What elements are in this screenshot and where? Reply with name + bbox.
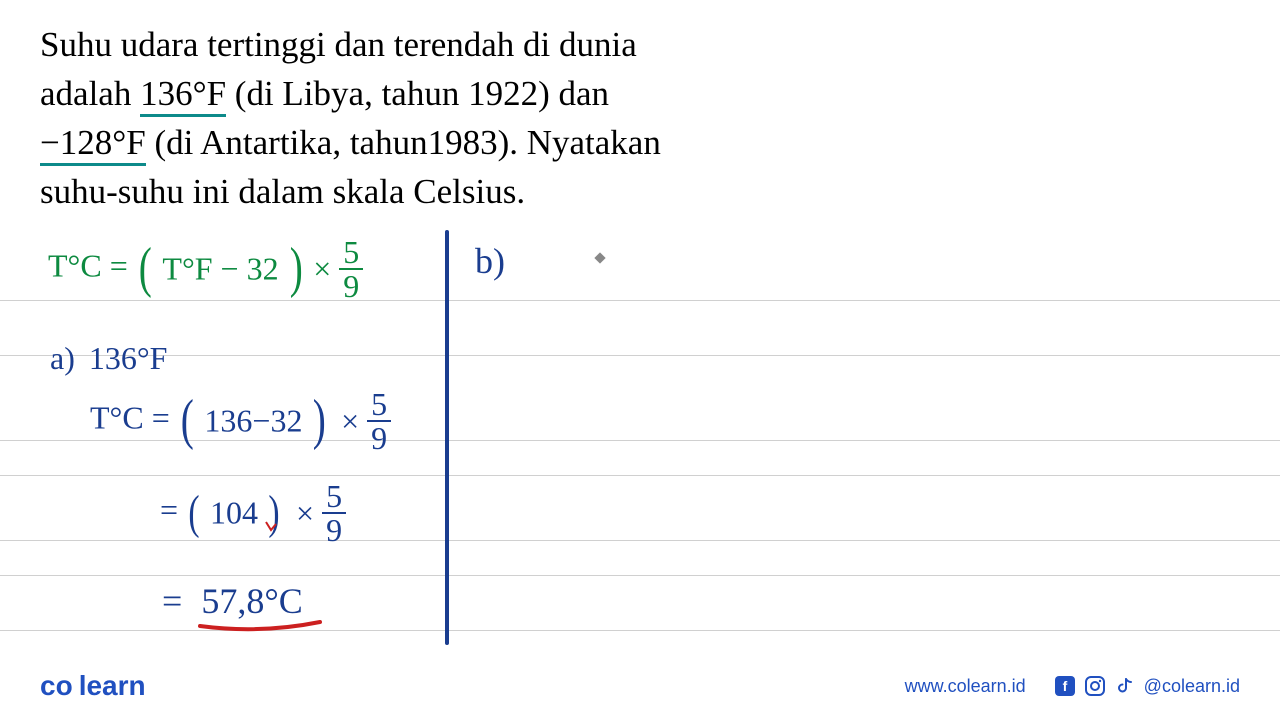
red-underline bbox=[195, 618, 325, 636]
red-tick-icon bbox=[264, 520, 278, 534]
brand-logo: colearn bbox=[40, 670, 146, 702]
paren-open: ( bbox=[188, 496, 199, 530]
facebook-icon: f bbox=[1054, 675, 1076, 697]
diamond-icon bbox=[594, 252, 605, 263]
part-a-label: a) 136°F bbox=[50, 340, 167, 377]
instagram-icon bbox=[1084, 675, 1106, 697]
question-text: Suhu udara tertinggi dan terendah di dun… bbox=[0, 0, 880, 226]
formula-inner: T°F − 32 bbox=[162, 251, 278, 287]
part-a-result: = 57,8°C bbox=[162, 580, 303, 622]
formula-mult: × bbox=[313, 251, 331, 287]
formula-lhs: T°C = bbox=[48, 247, 128, 283]
question-line-3: −128°F (di Antartika, tahun1983). Nyatak… bbox=[40, 118, 840, 167]
svg-text:f: f bbox=[1062, 678, 1067, 694]
formula-row: T°C = ( T°F − 32 ) × 5 9 bbox=[48, 236, 363, 302]
part-a-frac2: 5 9 bbox=[322, 480, 346, 546]
footer-url: www.colearn.id bbox=[905, 676, 1026, 697]
part-a-frac1: 5 9 bbox=[367, 388, 391, 454]
part-a-given: 136°F bbox=[89, 340, 168, 376]
formula-frac: 5 9 bbox=[339, 236, 363, 302]
question-line-1: Suhu udara tertinggi dan terendah di dun… bbox=[40, 20, 840, 69]
ruled-line bbox=[0, 475, 1280, 476]
part-a-eq1: T°C = ( 136−32 ) × 5 9 bbox=[90, 388, 391, 454]
temp-low: −128°F bbox=[40, 123, 146, 166]
tiktok-icon bbox=[1114, 675, 1136, 697]
question-line-4: suhu-suhu ini dalam skala Celsius. bbox=[40, 167, 840, 216]
paren-close: ) bbox=[313, 401, 326, 440]
temp-high: 136°F bbox=[140, 74, 226, 117]
part-a-eq2: = ( 104 ) × 5 9 bbox=[160, 480, 346, 546]
footer-right: www.colearn.id f @colearn.id bbox=[905, 675, 1240, 697]
paren-open: ( bbox=[181, 401, 194, 440]
result-value: 57,8°C bbox=[201, 581, 302, 621]
ruled-line bbox=[0, 630, 1280, 631]
question-line-2: adalah 136°F (di Libya, tahun 1922) dan bbox=[40, 69, 840, 118]
paren-open: ( bbox=[139, 249, 152, 288]
paren-close: ) bbox=[289, 249, 302, 288]
vertical-divider bbox=[445, 230, 449, 645]
ruled-line bbox=[0, 575, 1280, 576]
social-icons: f @colearn.id bbox=[1054, 675, 1240, 697]
part-b-label: b) bbox=[475, 240, 505, 282]
footer: colearn www.colearn.id f @colearn.id bbox=[0, 670, 1280, 702]
footer-handle: @colearn.id bbox=[1144, 676, 1240, 697]
ruled-line bbox=[0, 355, 1280, 356]
